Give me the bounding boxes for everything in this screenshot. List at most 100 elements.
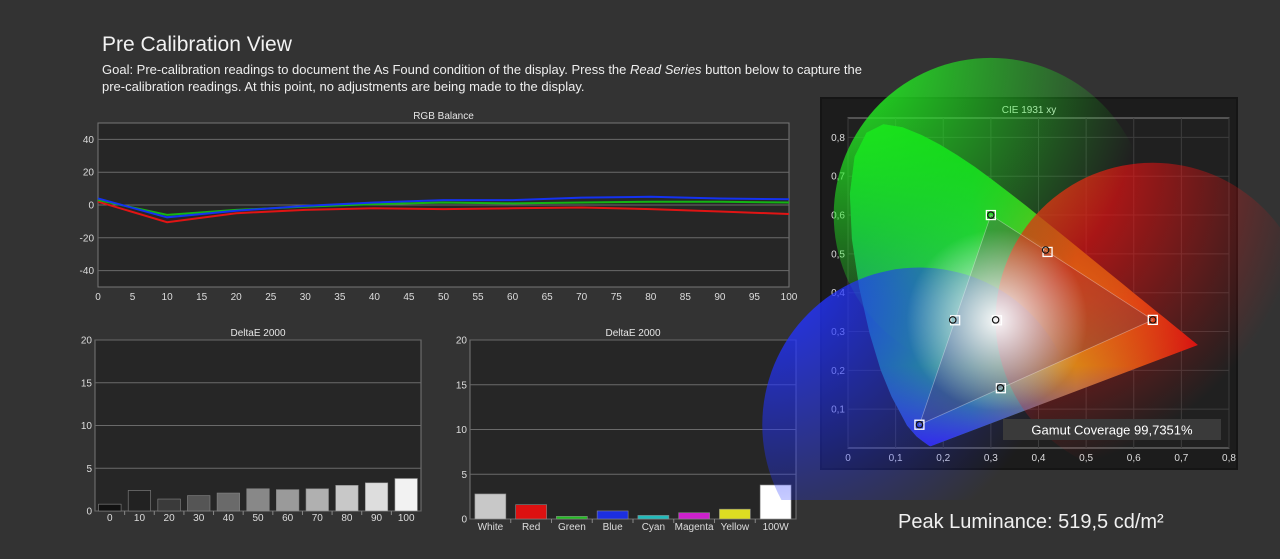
goal-text-end: button below to capture the pre-calibrat… bbox=[102, 62, 863, 94]
rgb-x-tick: 55 bbox=[472, 292, 484, 303]
target-square-blue bbox=[914, 419, 925, 430]
gamut-glow-white bbox=[906, 229, 1088, 411]
deltae-colors-x-label: Magenta bbox=[675, 522, 714, 533]
rgb-x-tick: 30 bbox=[300, 292, 312, 303]
deltae-colors-y-tick: 5 bbox=[461, 470, 467, 481]
deltae-grayscale-x-label: 70 bbox=[312, 513, 324, 524]
deltae-colors-bar bbox=[474, 493, 507, 520]
deltae-colors-bar bbox=[637, 515, 670, 520]
rgb-series-line-2 bbox=[97, 195, 790, 219]
deltae-grayscale-x-label: 0 bbox=[107, 513, 113, 524]
deltae-colors-x-label: Blue bbox=[603, 522, 623, 533]
read-series-reference: Read Series bbox=[630, 62, 702, 77]
rgb-x-tick: 95 bbox=[749, 292, 761, 303]
measured-point-white bbox=[991, 316, 1000, 324]
deltae-colors-x-label: Red bbox=[522, 522, 540, 533]
rgb-series-line-0 bbox=[97, 200, 790, 224]
deltae-grayscale-bar bbox=[276, 489, 300, 512]
deltae-grayscale-x-label: 50 bbox=[252, 513, 264, 524]
deltae-colors-chart: DeltaE 2000 20 15 10 5 0 White Red Green Blue Cyan… bbox=[456, 328, 797, 533]
measured-point-blue bbox=[915, 420, 924, 429]
cie-chart: CIE 1931 xy00,10,20,30,40,50,60,70,80,10… bbox=[762, 57, 1280, 500]
rgb-x-tick: 85 bbox=[680, 292, 692, 303]
measured-point-red bbox=[1149, 316, 1157, 324]
goal-text: Goal: Pre-calibration readings to docume… bbox=[102, 61, 862, 95]
rgb-x-tick: 5 bbox=[130, 292, 136, 303]
rgb-y-tick: -40 bbox=[80, 266, 95, 277]
rgb-y-tick: -20 bbox=[80, 233, 95, 244]
deltae-grayscale-bar bbox=[187, 495, 211, 512]
rgb-x-tick: 45 bbox=[403, 292, 415, 303]
cie-y-tick: 0,7 bbox=[831, 172, 845, 183]
deltae-grayscale-y-tick: 5 bbox=[86, 464, 92, 475]
deltae-colors-bar bbox=[596, 510, 629, 520]
deltae-grayscale-x-label: 90 bbox=[371, 513, 383, 524]
deltae-grayscale-x-label: 40 bbox=[223, 513, 235, 524]
rgb-x-tick: 65 bbox=[542, 292, 554, 303]
deltae-colors-bar bbox=[678, 512, 710, 520]
rgb-x-tick: 75 bbox=[611, 292, 623, 303]
rgb-x-tick: 90 bbox=[714, 292, 726, 303]
rgb-x-tick: 35 bbox=[334, 292, 346, 303]
deltae-grayscale-x-label: 20 bbox=[164, 513, 176, 524]
deltae-grayscale-bar bbox=[364, 482, 389, 512]
gamut-coverage-label: Gamut Coverage 99,7351% bbox=[1031, 423, 1193, 438]
deltae-colors-bar bbox=[719, 508, 751, 520]
measured-point-yellow bbox=[1041, 246, 1050, 254]
deltae-grayscale-bar bbox=[394, 478, 418, 512]
rgb-series-line-1 bbox=[97, 199, 790, 216]
deltae-grayscale-x-label: 60 bbox=[282, 513, 294, 524]
deltae-colors-x-label: Yellow bbox=[721, 522, 750, 533]
deltae-grayscale-x-label: 30 bbox=[193, 513, 205, 524]
rgb-y-tick: 0 bbox=[88, 201, 94, 212]
deltae-grayscale-y-tick: 20 bbox=[81, 336, 93, 347]
deltae-grayscale-x-label: 10 bbox=[134, 513, 146, 524]
deltae-grayscale-bar bbox=[98, 503, 122, 512]
deltae-grayscale-x-label: 80 bbox=[341, 513, 353, 524]
deltae-grayscale-y-tick: 0 bbox=[86, 507, 92, 518]
rgb-y-tick: 20 bbox=[83, 168, 95, 179]
rgb-x-tick: 80 bbox=[645, 292, 657, 303]
deltae-colors-y-tick: 10 bbox=[456, 425, 468, 436]
rgb-x-tick: 25 bbox=[265, 292, 277, 303]
deltae-colors-x-label: 100W bbox=[763, 522, 790, 533]
deltae-grayscale-bar bbox=[216, 492, 240, 512]
target-square-red bbox=[1147, 314, 1158, 326]
target-square-cyan bbox=[950, 315, 961, 326]
peak-luminance: Peak Luminance: 519,5 cd/m² bbox=[898, 511, 1164, 533]
deltae-colors-x-label: White bbox=[478, 522, 504, 533]
deltae-grayscale-y-tick: 15 bbox=[81, 378, 93, 389]
target-square-magenta bbox=[995, 383, 1007, 394]
measured-point-green bbox=[987, 211, 995, 219]
rgb-x-tick: 10 bbox=[162, 292, 174, 303]
deltae-grayscale-bar bbox=[157, 498, 181, 512]
deltae-grayscale-bar bbox=[246, 488, 270, 512]
gamut-triangle-outline bbox=[918, 214, 1154, 426]
deltae-colors-title: DeltaE 2000 bbox=[605, 328, 660, 339]
deltae-colors-x-label: Green bbox=[558, 522, 586, 533]
deltae-grayscale-bar bbox=[305, 488, 329, 512]
rgb-x-tick: 40 bbox=[369, 292, 381, 303]
rgb-x-tick: 100 bbox=[781, 292, 798, 303]
measured-point-magenta bbox=[996, 384, 1005, 392]
deltae-grayscale-bar bbox=[335, 485, 359, 512]
cie-x-tick: 0,8 bbox=[1222, 453, 1236, 464]
cie-y-tick: 0,8 bbox=[831, 133, 845, 144]
gamut-coverage-box bbox=[1003, 419, 1221, 440]
deltae-colors-y-tick: 0 bbox=[461, 515, 467, 526]
deltae-grayscale-bar bbox=[127, 490, 152, 512]
deltae-grayscale-x-label: 100 bbox=[398, 513, 415, 524]
rgb-chart-title: RGB Balance bbox=[413, 111, 474, 122]
deltae-colors-x-label: Cyan bbox=[642, 522, 665, 533]
rgb-x-tick: 70 bbox=[576, 292, 588, 303]
rgb-x-tick: 20 bbox=[231, 292, 243, 303]
rgb-x-tick: 60 bbox=[507, 292, 519, 303]
deltae-colors-y-tick: 15 bbox=[456, 380, 468, 391]
measured-point-cyan bbox=[948, 316, 957, 324]
rgb-x-tick: 15 bbox=[196, 292, 208, 303]
page-title: Pre Calibration View bbox=[102, 33, 292, 56]
deltae-grayscale-title: DeltaE 2000 bbox=[230, 328, 285, 339]
deltae-colors-bar bbox=[515, 504, 547, 520]
deltae-grayscale-y-tick: 10 bbox=[81, 421, 93, 432]
